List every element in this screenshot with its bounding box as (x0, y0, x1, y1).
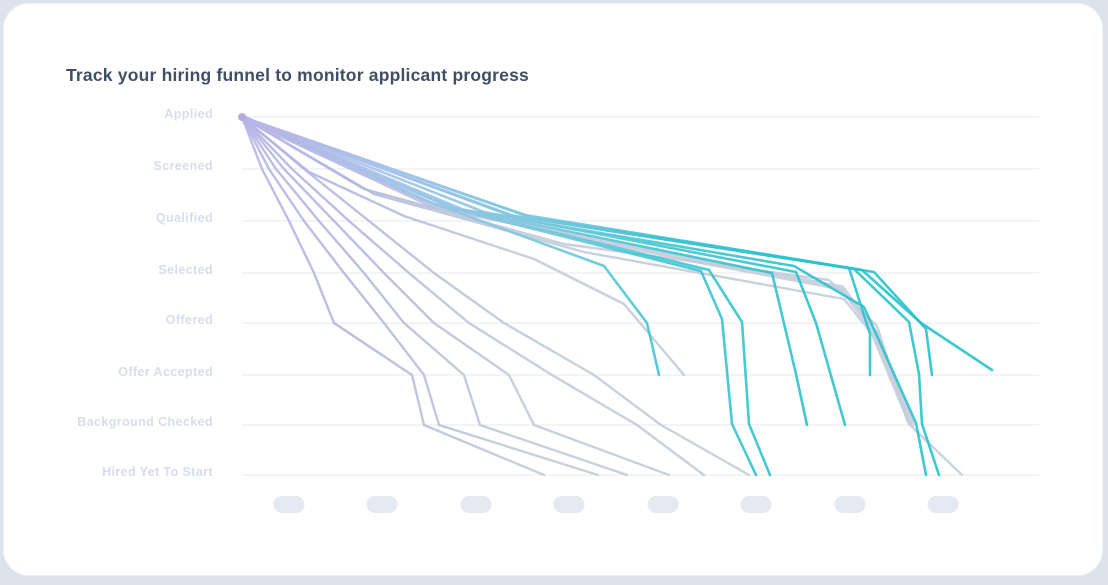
hiring-funnel-card: Track your hiring funnel to monitor appl… (3, 3, 1103, 576)
x-axis-placeholder-pill (834, 496, 866, 513)
stage-label-hired-yet-to-start: Hired Yet To Start (102, 465, 213, 479)
x-axis-placeholder-pill (366, 496, 398, 513)
origin-point (238, 113, 246, 121)
x-axis-placeholder-pill (740, 496, 772, 513)
applicant-path-gray-5 (240, 115, 706, 477)
applicant-path-teal-7 (240, 115, 941, 477)
hiring-funnel-chart (238, 113, 1039, 513)
applicant-path-teal-5 (240, 115, 847, 427)
chart-title: Track your hiring funnel to monitor appl… (66, 65, 529, 85)
applicant-path-teal-4 (240, 115, 809, 427)
stage-label-offer-accepted: Offer Accepted (118, 365, 213, 379)
stage-label-offered: Offered (165, 313, 213, 327)
applicant-path-teal-10 (240, 115, 994, 372)
applicant-path-gray-8 (240, 115, 964, 477)
stage-label-selected: Selected (158, 263, 213, 277)
applicant-path-gray-1 (240, 115, 546, 477)
applicant-path-gray-7 (240, 115, 686, 377)
x-axis-placeholder-pill (273, 496, 305, 513)
applicant-path-gray-3 (240, 115, 629, 477)
applicant-path-gray-6 (240, 115, 751, 477)
x-axis-placeholder-pill (553, 496, 585, 513)
applicant-path-teal-3 (240, 115, 772, 477)
stage-label-applied: Applied (164, 107, 213, 121)
applicant-path-teal-2 (240, 115, 758, 477)
applicant-path-gray-4 (240, 115, 671, 477)
x-axis-placeholder-pill (927, 496, 959, 513)
stage-label-screened: Screened (153, 159, 213, 173)
x-axis-placeholder-pill (460, 496, 492, 513)
stage-label-qualified: Qualified (155, 211, 213, 225)
applicant-path-gray-2 (240, 115, 600, 477)
x-axis-placeholder-pill (647, 496, 679, 513)
applicant-path-teal-6 (240, 115, 928, 477)
stage-label-background-checked: Background Checked (77, 415, 213, 429)
